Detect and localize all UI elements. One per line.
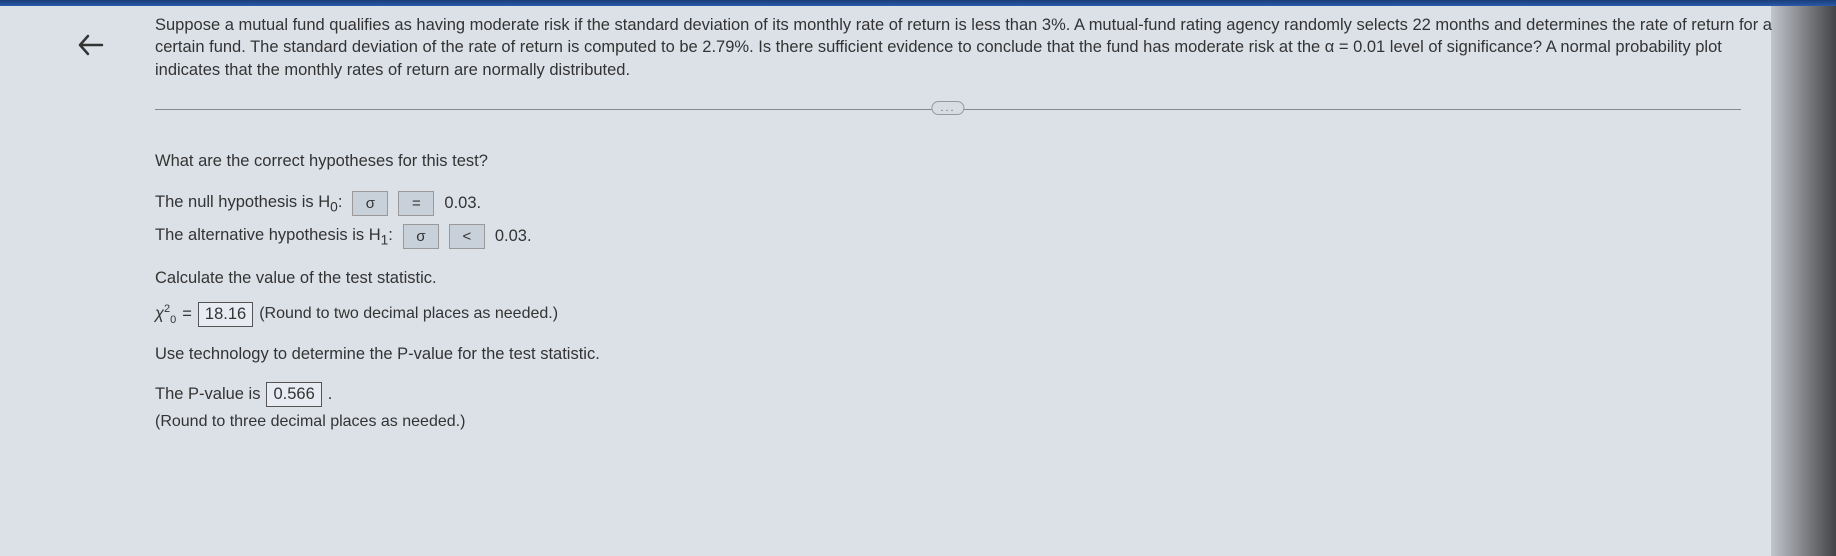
test-stat-label: Calculate the value of the test statisti… (155, 269, 1816, 288)
null-operator-select[interactable]: = (398, 191, 434, 216)
alt-hypothesis-line: The alternative hypothesis is H1: σ < 0.… (155, 224, 1816, 249)
answers-section: What are the correct hypotheses for this… (155, 152, 1816, 431)
chi-symbol: χ20 (155, 303, 176, 326)
null-param-select[interactable]: σ (352, 191, 388, 216)
null-label: The null hypothesis is H0: (155, 193, 342, 214)
pvalue-line: The P-value is 0.566 . (155, 382, 1816, 407)
pvalue-hint: (Round to three decimal places as needed… (155, 413, 1816, 431)
alt-value: 0.03. (495, 227, 532, 246)
back-arrow-icon[interactable] (78, 32, 104, 63)
pvalue-tech-label: Use technology to determine the P-value … (155, 345, 1816, 364)
alt-param-select[interactable]: σ (403, 224, 439, 249)
right-shadow (1771, 6, 1836, 556)
pvalue-label: The P-value is (155, 385, 260, 404)
alt-label: The alternative hypothesis is H1: (155, 226, 393, 247)
test-stat-input[interactable]: 18.16 (198, 302, 253, 327)
alt-operator-select[interactable]: < (449, 224, 485, 249)
pvalue-period: . (328, 385, 333, 404)
problem-statement: Suppose a mutual fund qualifies as havin… (155, 14, 1816, 81)
null-hypothesis-line: The null hypothesis is H0: σ = 0.03. (155, 191, 1816, 216)
pvalue-input[interactable]: 0.566 (266, 382, 321, 407)
equals-sign: = (182, 305, 192, 324)
test-stat-hint: (Round to two decimal places as needed.) (259, 305, 558, 323)
test-stat-line: χ20 = 18.16 (Round to two decimal places… (155, 302, 1816, 327)
expand-badge[interactable]: ... (931, 101, 964, 115)
content-area: Suppose a mutual fund qualifies as havin… (0, 6, 1836, 449)
null-value: 0.03. (444, 194, 481, 213)
hypotheses-question: What are the correct hypotheses for this… (155, 152, 1816, 171)
